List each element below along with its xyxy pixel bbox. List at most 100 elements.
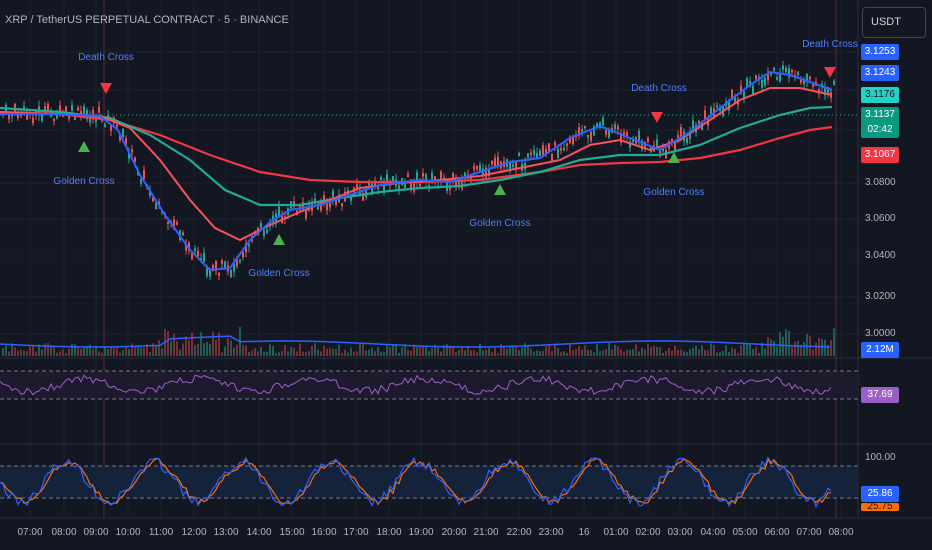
volume-bar <box>521 347 523 356</box>
volume-bar <box>359 343 361 356</box>
volume-bar <box>476 352 478 356</box>
volume-bar <box>149 352 151 356</box>
volume-bar <box>119 352 121 356</box>
volume-bar <box>713 345 715 356</box>
volume-bar <box>566 352 568 356</box>
volume-bar <box>434 344 436 356</box>
volume-bar <box>797 340 799 356</box>
candle-body <box>26 111 28 120</box>
candle-body <box>182 232 184 236</box>
candle-body <box>272 215 274 223</box>
candle-body <box>386 174 388 184</box>
volume-bar <box>635 344 637 356</box>
volume-bar <box>461 347 463 356</box>
time-label: 06:00 <box>764 527 790 538</box>
candle-body <box>551 153 553 161</box>
volume-bar <box>257 351 259 356</box>
volume-bar <box>473 350 475 356</box>
candle-body <box>47 103 49 111</box>
candle-body <box>629 141 631 148</box>
volume-bar <box>233 347 235 356</box>
volume-bar <box>26 350 28 356</box>
volume-bar <box>722 350 724 356</box>
volume-bar <box>620 349 622 356</box>
volume-bar <box>185 336 187 356</box>
volume-bar <box>80 348 82 356</box>
volume-bar <box>203 343 205 356</box>
volume-bar <box>692 347 694 356</box>
candle-body <box>248 244 250 247</box>
volume-bar <box>746 344 748 356</box>
candle-body <box>407 174 409 178</box>
golden-cross-label: Golden Cross <box>248 268 310 279</box>
volume-bar <box>707 350 709 356</box>
volume-bar <box>176 341 178 356</box>
volume-bar <box>218 332 220 356</box>
rsi-band <box>0 371 858 399</box>
candle-body <box>659 150 661 154</box>
candle-body <box>656 139 658 147</box>
time-label: 18:00 <box>376 527 402 538</box>
candle-body <box>587 134 589 138</box>
candle-body <box>590 131 592 141</box>
volume-bar <box>623 351 625 356</box>
volume-bar <box>527 344 529 356</box>
volume-bar <box>704 349 706 356</box>
volume-bar <box>326 348 328 356</box>
currency-button[interactable]: USDT <box>862 7 926 38</box>
candle-body <box>518 152 520 156</box>
volume-bar <box>509 346 511 356</box>
candle-body <box>614 124 616 130</box>
candle-body <box>68 113 70 120</box>
volume-bar <box>386 345 388 356</box>
candle-body <box>608 129 610 138</box>
volume-bar <box>125 346 127 356</box>
volume-bar <box>659 347 661 356</box>
time-label: 16:00 <box>311 527 337 538</box>
volume-bar <box>128 348 130 356</box>
candle-body <box>593 126 595 136</box>
volume-bar <box>605 349 607 356</box>
candle-body <box>647 137 649 143</box>
volume-bar <box>794 341 796 356</box>
candle-body <box>461 179 463 189</box>
volume-bar <box>830 340 832 356</box>
volume-bar <box>221 352 223 356</box>
volume-bar <box>383 352 385 356</box>
candle-body <box>329 198 331 208</box>
candle-body <box>245 243 247 253</box>
candle-body <box>203 252 205 262</box>
volume-bar <box>800 344 802 356</box>
time-label: 17:00 <box>343 527 369 538</box>
candle-body <box>554 141 556 146</box>
volume-bar <box>356 351 358 356</box>
candle-body <box>368 181 370 186</box>
volume-bar <box>212 332 214 356</box>
candle-body <box>230 269 232 278</box>
volume-bar <box>812 349 814 356</box>
volume-bar <box>374 351 376 356</box>
volume-bar <box>539 351 541 356</box>
stoch-tick: 100.00 <box>865 452 896 463</box>
candle-body <box>89 116 91 123</box>
volume-bar <box>569 343 571 356</box>
candle-body <box>578 127 580 136</box>
volume-bar <box>248 351 250 356</box>
volume-bar <box>629 349 631 356</box>
candle-body <box>515 160 517 169</box>
volume-bar <box>494 347 496 356</box>
candle-body <box>317 206 319 210</box>
volume-bar <box>338 344 340 356</box>
candle-body <box>320 201 322 211</box>
volume-bar <box>545 346 547 356</box>
volume-bar <box>77 346 79 356</box>
volume-bar <box>311 346 313 356</box>
candle-body <box>206 267 208 277</box>
candle-body <box>464 172 466 179</box>
time-label: 07:00 <box>796 527 822 538</box>
volume-bar <box>446 344 448 356</box>
volume-bar <box>302 351 304 356</box>
candle-body <box>335 198 337 205</box>
candle-body <box>419 183 421 187</box>
